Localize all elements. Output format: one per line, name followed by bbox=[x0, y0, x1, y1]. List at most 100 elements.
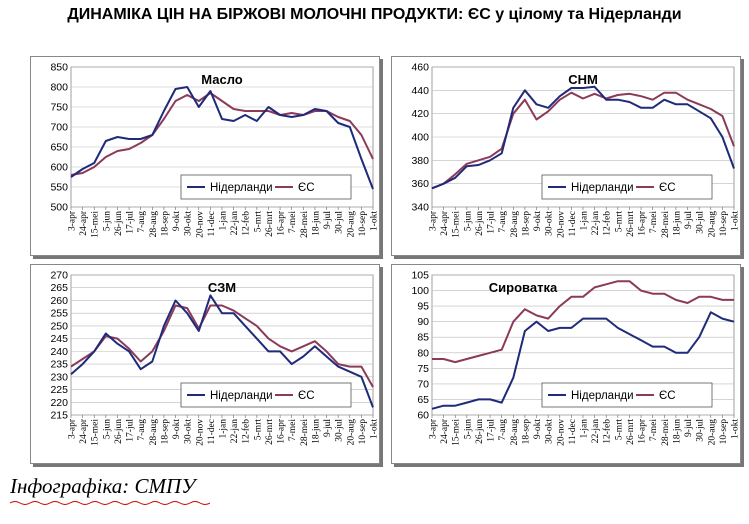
x-tick-label: 24-apr bbox=[79, 210, 89, 236]
y-tick-label: 650 bbox=[50, 142, 68, 154]
x-tick-label: 1-jan bbox=[580, 419, 590, 439]
y-tick-label: 225 bbox=[50, 384, 68, 396]
x-tick-label: 10-sep bbox=[358, 419, 368, 445]
x-tick-label: 16-apr bbox=[638, 210, 648, 236]
legend-box bbox=[180, 382, 352, 408]
x-tick-label: 9-okt bbox=[172, 419, 182, 439]
y-tick-label: 400 bbox=[411, 132, 429, 144]
x-tick-label: 30-okt bbox=[545, 419, 555, 444]
x-tick-label: 11-dec bbox=[207, 419, 217, 445]
x-tick-label: 24-apr bbox=[440, 210, 450, 236]
x-tick-label: 28-mei bbox=[661, 419, 671, 446]
y-tick-label: 750 bbox=[50, 102, 68, 114]
x-tick-label: 30-okt bbox=[184, 211, 194, 236]
x-tick-label: 5-mrt bbox=[614, 211, 624, 232]
y-tick-label: 265 bbox=[50, 282, 68, 294]
x-tick-label: 12-feb bbox=[602, 419, 613, 444]
x-tick-label: 1-jan bbox=[219, 211, 229, 231]
legend-box bbox=[541, 174, 713, 200]
y-tick-label: 250 bbox=[50, 320, 68, 332]
x-tick-label: 20-aug bbox=[346, 419, 356, 446]
x-tick-label: 7-mei bbox=[649, 419, 659, 442]
x-tick-label: 30-jul bbox=[335, 211, 345, 234]
credit-underline bbox=[10, 501, 210, 505]
x-tick-label: 10-sep bbox=[719, 419, 729, 445]
x-tick-label: 20-aug bbox=[707, 419, 717, 446]
x-tick-label: 22-jan bbox=[591, 419, 601, 444]
x-tick-label: 30-jul bbox=[335, 419, 345, 442]
x-tick-label: 5-mrt bbox=[253, 211, 263, 232]
x-tick-label: 3-apr bbox=[68, 210, 78, 231]
x-tick-label: 20-nov bbox=[195, 419, 205, 446]
y-tick-label: 420 bbox=[411, 108, 429, 120]
legend-label-eu: ЄС bbox=[298, 390, 315, 402]
x-tick-label: 5-mrt bbox=[614, 419, 624, 440]
x-tick-label: 7-mei bbox=[649, 211, 659, 234]
chart-title: Масло bbox=[201, 72, 243, 87]
x-tick-label: 11-dec bbox=[568, 419, 578, 445]
chart-title: Сироватка bbox=[489, 280, 558, 295]
chart-panel-butter: 500 550 600 650 700 750 800 850 3-apr 24-apr 15-me… bbox=[30, 56, 380, 256]
series-line-eu bbox=[70, 304, 374, 388]
x-tick-label: 18-jun bbox=[672, 419, 682, 444]
x-tick-label: 16-apr bbox=[277, 210, 287, 236]
x-tick-label: 22-jan bbox=[230, 419, 240, 444]
x-tick-label: 7-mei bbox=[288, 419, 298, 442]
x-tick-label: 28-mei bbox=[661, 211, 671, 238]
x-tick-label: 18-sep bbox=[160, 211, 170, 237]
x-tick-label: 24-apr bbox=[79, 418, 89, 444]
x-tick-label: 3-apr bbox=[68, 418, 78, 439]
x-tick-label: 9-okt bbox=[533, 419, 543, 439]
page-title: ДИНАМІКА ЦІН НА БІРЖОВІ МОЛОЧНІ ПРОДУКТИ… bbox=[67, 6, 682, 23]
x-tick-label: 9-jul bbox=[323, 211, 333, 229]
legend-label-eu: ЄС bbox=[298, 182, 315, 194]
y-tick-label: 235 bbox=[50, 359, 68, 371]
y-tick-label: 850 bbox=[50, 62, 68, 74]
y-tick-label: 245 bbox=[50, 333, 68, 345]
x-tick-label: 20-aug bbox=[707, 211, 717, 238]
x-tick-label: 18-sep bbox=[160, 419, 170, 445]
chart-panel-wmp: 215 220 225 230 235 240 245 250 255 260 265 270 3-ap… bbox=[30, 264, 380, 464]
y-tick-label: 65 bbox=[417, 394, 429, 406]
x-tick-label: 30-okt bbox=[545, 211, 555, 236]
x-tick-label: 5-jun bbox=[102, 419, 112, 439]
x-tick-label: 22-jan bbox=[230, 211, 240, 236]
x-tick-label: 12-feb bbox=[602, 211, 613, 236]
x-tick-label: 9-jul bbox=[684, 419, 694, 437]
y-tick-label: 550 bbox=[50, 182, 68, 194]
legend-label-nl: Нідерланди bbox=[210, 182, 273, 194]
x-tick-label: 9-jul bbox=[323, 419, 333, 437]
y-tick-label: 380 bbox=[411, 155, 429, 167]
x-tick-label: 12-feb bbox=[241, 211, 252, 236]
series-line-nl bbox=[431, 85, 735, 190]
x-tick-label: 5-jun bbox=[463, 419, 473, 439]
y-tick-label: 340 bbox=[411, 202, 429, 214]
legend-label-nl: Нідерланди bbox=[571, 390, 634, 402]
x-tick-label: 20-aug bbox=[346, 211, 356, 238]
y-tick-label: 85 bbox=[417, 332, 429, 344]
x-tick-label: 20-nov bbox=[556, 419, 566, 446]
x-tick-label: 9-okt bbox=[533, 211, 543, 231]
x-tick-label: 26-jun bbox=[114, 211, 124, 236]
x-tick-label: 18-sep bbox=[521, 211, 531, 237]
series-line-eu bbox=[431, 91, 735, 190]
x-tick-label: 26-jun bbox=[475, 211, 485, 236]
x-tick-label: 1-okt bbox=[731, 419, 741, 439]
y-tick-label: 240 bbox=[50, 346, 68, 358]
x-tick-label: 30-okt bbox=[184, 419, 194, 444]
x-tick-label: 26-mrt bbox=[626, 419, 636, 445]
x-tick-label: 16-apr bbox=[638, 418, 648, 444]
y-tick-label: 440 bbox=[411, 85, 429, 97]
x-tick-label: 22-jan bbox=[591, 211, 601, 236]
x-tick-label: 7-aug bbox=[498, 419, 508, 441]
x-tick-label: 15-mei bbox=[452, 211, 462, 238]
y-tick-label: 230 bbox=[50, 371, 68, 383]
x-tick-label: 7-aug bbox=[137, 419, 147, 441]
x-tick-label: 9-jul bbox=[684, 211, 694, 229]
x-tick-label: 30-jul bbox=[696, 211, 706, 234]
series-line-nl bbox=[431, 311, 735, 410]
y-tick-label: 360 bbox=[411, 178, 429, 190]
legend-label-nl: Нідерланди bbox=[210, 390, 273, 402]
